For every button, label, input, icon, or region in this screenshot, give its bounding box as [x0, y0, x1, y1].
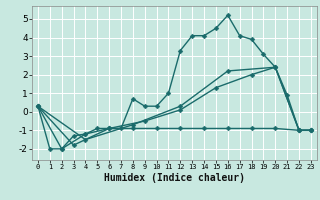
X-axis label: Humidex (Indice chaleur): Humidex (Indice chaleur)	[104, 173, 245, 183]
